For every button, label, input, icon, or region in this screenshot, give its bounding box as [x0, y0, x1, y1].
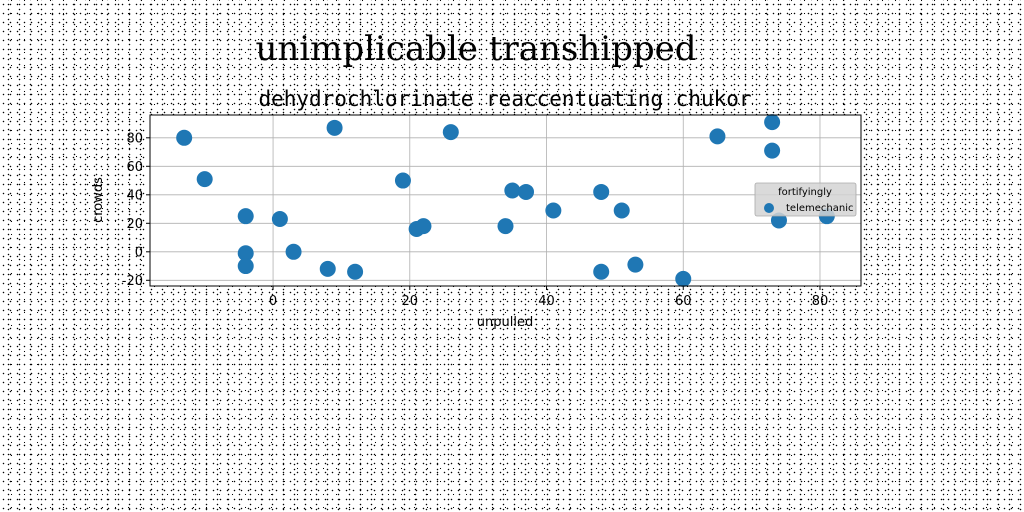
scatter-point: [347, 263, 364, 280]
scatter-point: [504, 182, 521, 199]
legend-entry-telemechanic: telemechanic: [786, 203, 853, 214]
x-tick-label: 60: [675, 294, 692, 309]
x-tick-label: 80: [812, 294, 829, 309]
x-axis-ticks: 0 20 40 60 80: [269, 286, 828, 309]
chart-title: dehydrochlorinate reaccentuating chukor: [258, 87, 751, 111]
scatter-point: [613, 202, 630, 219]
scatter-point: [237, 245, 254, 262]
scatter-point: [497, 218, 514, 235]
scatter-point: [415, 218, 432, 235]
y-axis-ticks: -20 0 20 40 60 80: [122, 131, 150, 289]
scatter-point: [593, 263, 610, 280]
scatter-point: [627, 256, 644, 273]
scatter-point: [196, 171, 213, 188]
y-tick-label: -20: [122, 274, 143, 289]
scatter-point: [319, 260, 336, 277]
scatter-point: [285, 243, 302, 260]
plot-frame: [149, 114, 862, 287]
y-axis-label: crowds: [91, 177, 106, 223]
x-tick-label: 20: [402, 294, 419, 309]
scatter-point: [675, 270, 692, 287]
scatter-point: [518, 183, 535, 200]
scatter-point: [770, 212, 787, 229]
x-axis-label: unpulled: [477, 315, 533, 330]
scatter-point: [709, 128, 726, 145]
legend: fortifyingly telemechanic: [754, 182, 857, 217]
legend-title: fortifyingly: [778, 187, 832, 198]
y-tick-label: 80: [126, 131, 143, 146]
x-tick-label: 40: [538, 294, 555, 309]
scatter-point: [237, 208, 254, 225]
figure-suptitle: unimplicable transhipped: [255, 29, 696, 69]
scatter-point: [764, 114, 781, 131]
legend-box: [754, 182, 857, 217]
y-tick-label: 40: [126, 188, 143, 203]
scatter-point: [545, 202, 562, 219]
scatter-point: [394, 172, 411, 189]
scatter-point: [442, 124, 459, 141]
data-points: [176, 114, 835, 287]
scatter-point: [237, 258, 254, 275]
plot-area: [150, 115, 861, 286]
y-tick-label: 0: [135, 245, 143, 260]
y-tick-label: 60: [126, 160, 143, 175]
scatter-point: [593, 183, 610, 200]
y-tick-label: 20: [126, 217, 143, 232]
scatter-point: [764, 142, 781, 159]
scatter-point: [326, 119, 343, 136]
scatter-point: [271, 211, 288, 228]
scatter-point: [176, 129, 193, 146]
legend-marker: [764, 203, 774, 213]
x-tick-label: 0: [269, 294, 277, 309]
